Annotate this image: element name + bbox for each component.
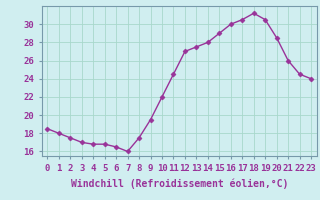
X-axis label: Windchill (Refroidissement éolien,°C): Windchill (Refroidissement éolien,°C) [70,178,288,189]
